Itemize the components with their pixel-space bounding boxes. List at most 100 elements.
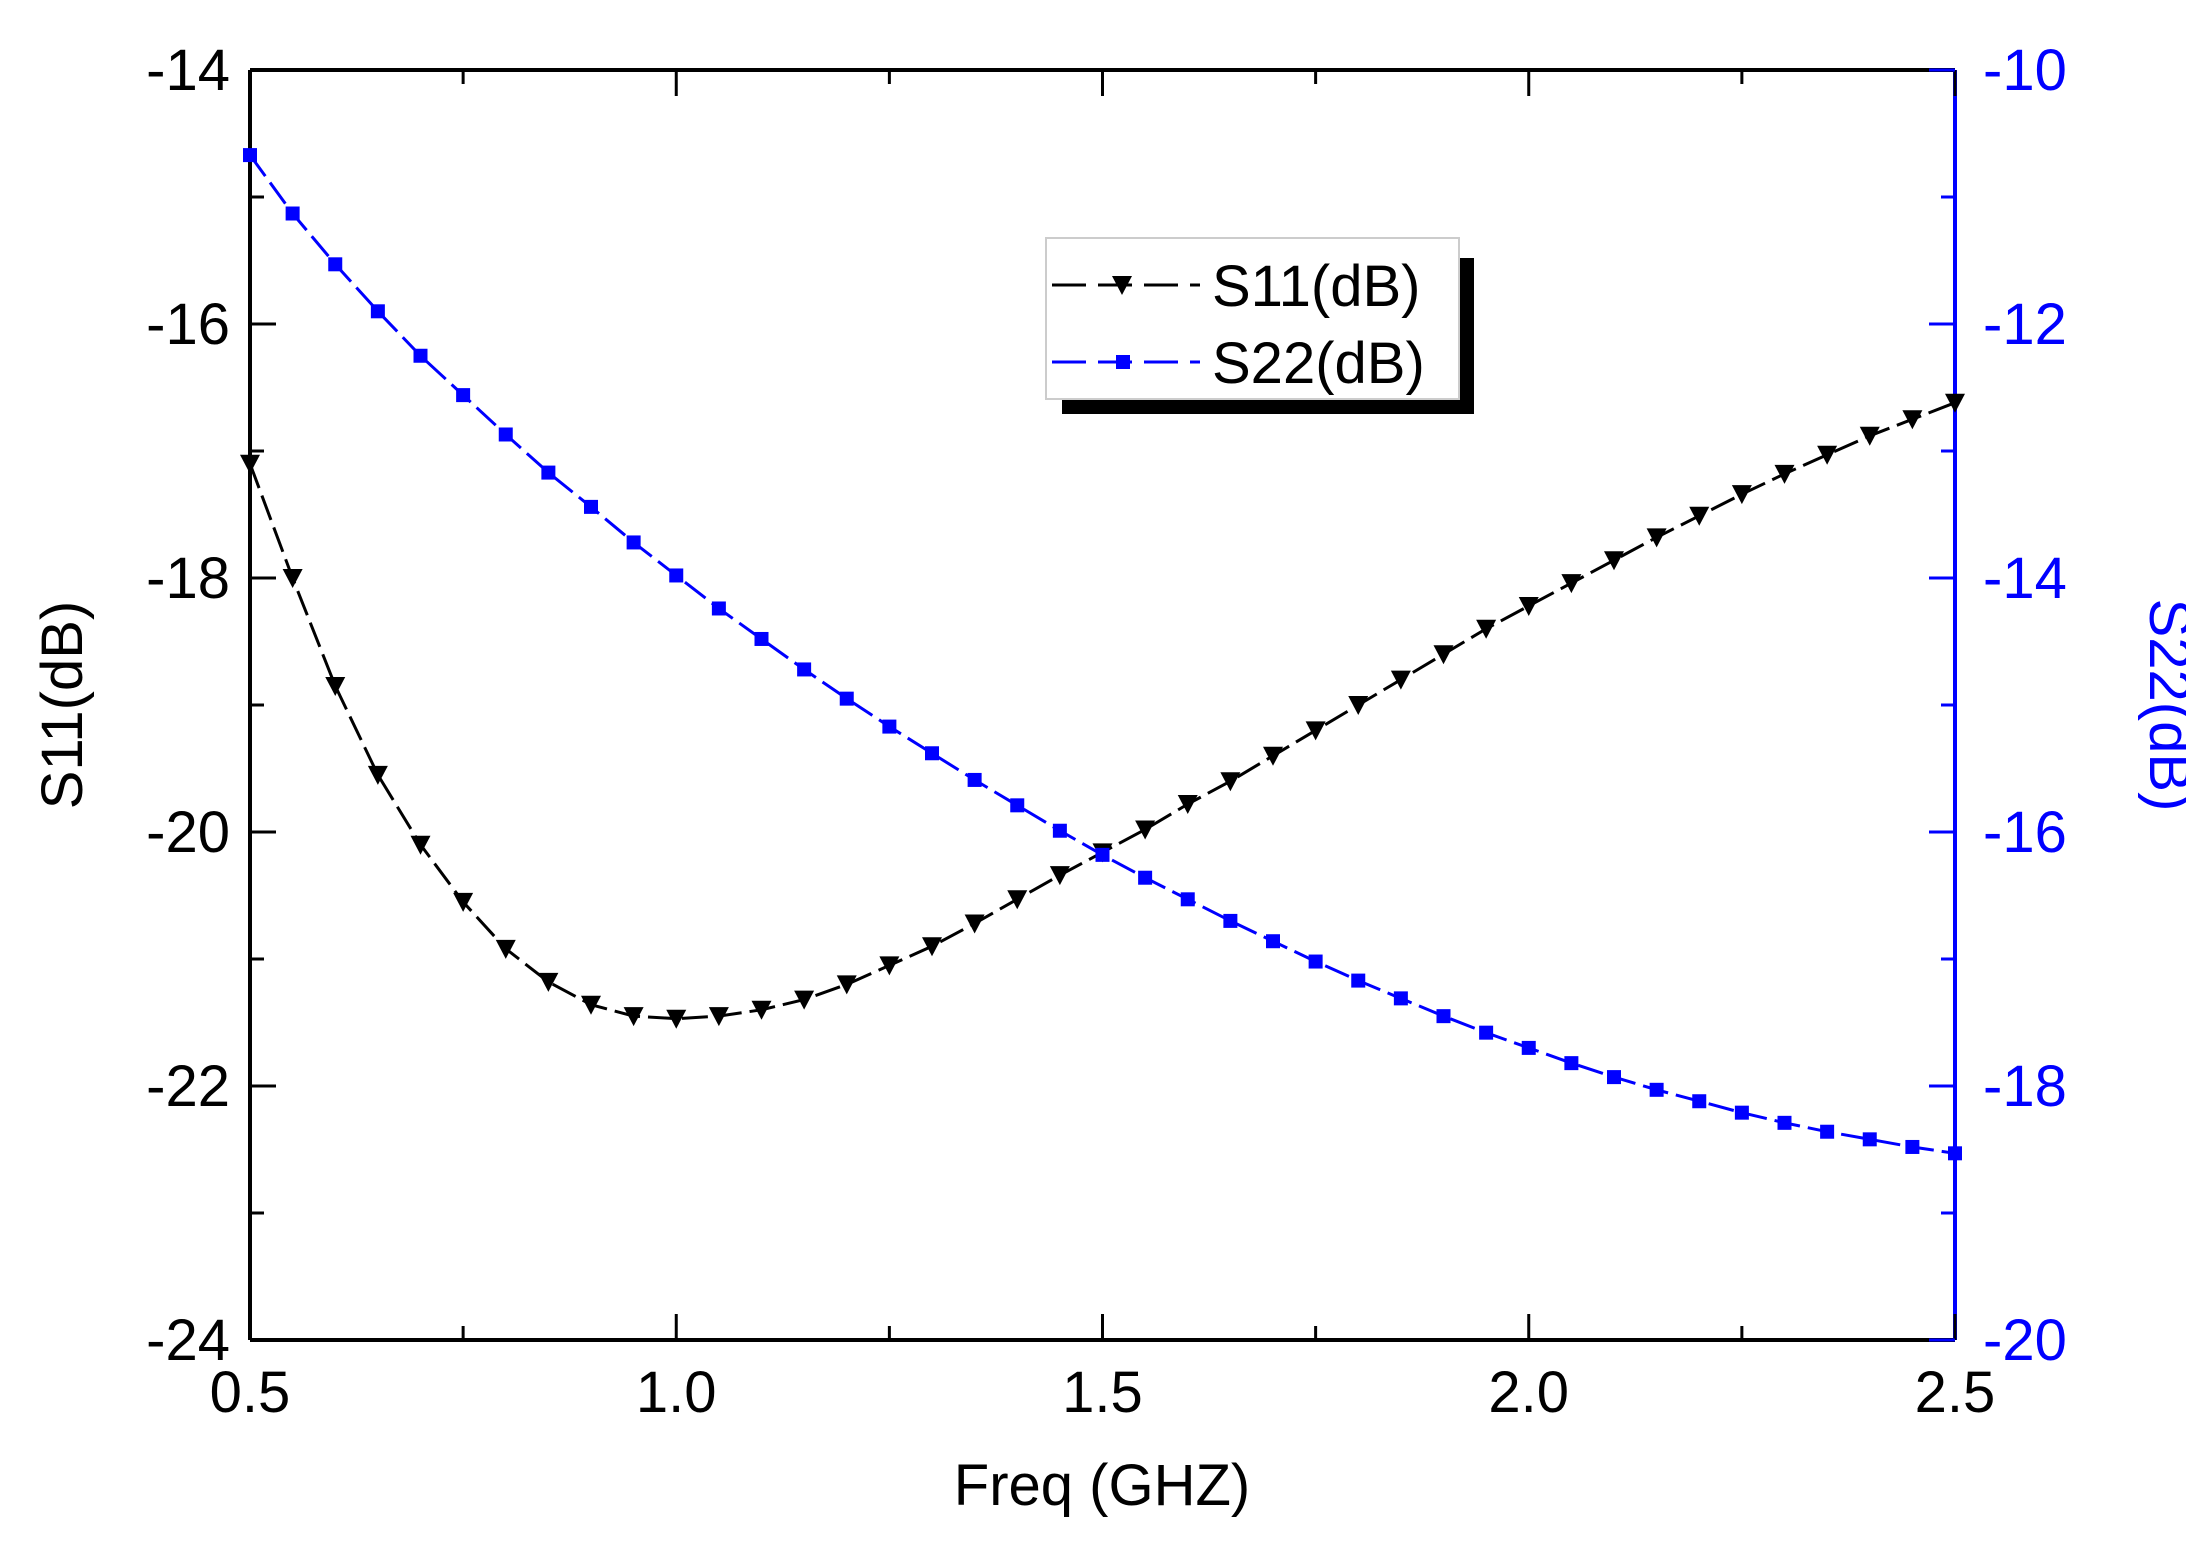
y2-tick-label: -10 (1983, 38, 2067, 103)
data-point (1649, 1082, 1664, 1097)
legend-marker-s22 (1116, 355, 1130, 369)
data-point (1223, 913, 1238, 928)
data-point (1138, 870, 1153, 885)
y2-axis-title: S22(dB) (2137, 599, 2186, 812)
data-point (1820, 1124, 1835, 1139)
x-tick-label: 1.5 (1062, 1360, 1143, 1425)
data-point (1305, 721, 1326, 741)
series-layer (240, 148, 1965, 1161)
data-point (626, 535, 641, 550)
data-point (1607, 1070, 1621, 1085)
y2-tick-label: -18 (1983, 1054, 2067, 1119)
data-point (1135, 820, 1156, 840)
y-tick-label: -20 (146, 800, 230, 865)
data-point (1049, 866, 1070, 886)
data-point (413, 348, 428, 363)
data-point (922, 937, 942, 957)
data-point (538, 972, 559, 992)
data-point (1007, 890, 1028, 910)
data-point (708, 1007, 729, 1027)
data-point (1308, 954, 1323, 969)
y2-tick-label: -12 (1983, 292, 2067, 357)
data-point (240, 454, 260, 474)
data-point (1692, 1094, 1707, 1109)
data-point (367, 765, 388, 785)
y2-tick-label: -16 (1983, 800, 2067, 865)
legend: S11(dB) S22(dB) (1045, 237, 1474, 414)
series-s22db (243, 148, 1962, 1161)
data-point (1348, 696, 1369, 715)
data-point (498, 427, 513, 442)
data-point (370, 304, 385, 319)
data-point (839, 691, 854, 706)
data-point (964, 914, 985, 934)
data-point (1220, 772, 1241, 792)
data-point (1180, 892, 1195, 907)
data-point (711, 601, 726, 616)
data-point (1177, 795, 1198, 815)
legend-marker-s11 (1112, 276, 1132, 295)
y-tick-label: -16 (146, 292, 230, 357)
data-point (325, 676, 346, 696)
data-point (1945, 393, 1965, 413)
data-point (1564, 1056, 1579, 1071)
data-point (925, 746, 939, 761)
data-point (882, 719, 897, 734)
data-point (1433, 645, 1454, 665)
data-point (1862, 1132, 1877, 1147)
ticks-layer (248, 68, 1957, 1342)
data-point (1734, 1105, 1749, 1120)
data-point (1521, 1040, 1536, 1055)
y-tick-label: -18 (146, 546, 230, 611)
data-point (1561, 574, 1582, 594)
data-point (1817, 445, 1838, 465)
data-point (1052, 823, 1067, 838)
data-point (1777, 1115, 1792, 1130)
data-point (328, 257, 343, 272)
data-point (453, 892, 474, 912)
data-point (1859, 426, 1880, 446)
data-point (1731, 485, 1752, 505)
legend-entry-s22: S22(dB) (1052, 331, 1425, 396)
data-point (1905, 1139, 1920, 1154)
y-axis-title: S11(dB) (30, 601, 95, 809)
data-point (1948, 1146, 1962, 1161)
data-point (1518, 596, 1539, 616)
series-line (248, 401, 1956, 1021)
y-tick-label: -24 (146, 1308, 230, 1373)
data-point (1476, 619, 1497, 639)
data-point (1266, 934, 1280, 949)
data-point (1393, 991, 1408, 1006)
data-point (1902, 410, 1923, 430)
y2-tick-label: -20 (1983, 1308, 2067, 1373)
data-point (1479, 1025, 1494, 1040)
data-point (1689, 506, 1710, 526)
data-point (456, 388, 471, 403)
data-point (282, 569, 303, 588)
data-point (669, 568, 684, 583)
data-point (410, 835, 431, 855)
y-tick-label: -22 (146, 1054, 230, 1119)
data-point (1604, 551, 1624, 571)
data-point (495, 939, 516, 959)
tick-labels: 0.5 1.0 1.5 2.0 2.5 -14 -16 -18 -20 -22 -24 -10 -12 -… (146, 38, 2067, 1425)
data-point (794, 990, 815, 1010)
x-tick-label: 0.5 (210, 1360, 291, 1425)
data-point (623, 1007, 644, 1027)
data-point (541, 465, 556, 480)
data-point (797, 662, 812, 677)
data-point (581, 995, 601, 1015)
series-s11db (240, 393, 1965, 1029)
x-axis-title: Freq (GHZ) (954, 1453, 1250, 1518)
data-point (836, 975, 857, 995)
x-tick-label: 2.5 (1915, 1360, 1996, 1425)
data-point (1263, 746, 1283, 766)
legend-box (1045, 237, 1460, 400)
data-point (1774, 464, 1795, 484)
data-point (967, 772, 982, 787)
legend-label-s11: S11(dB) (1212, 254, 1420, 319)
data-point (1436, 1009, 1451, 1024)
x-tick-label: 1.0 (636, 1360, 717, 1425)
data-point (751, 1000, 772, 1020)
y2-tick-label: -14 (1983, 546, 2067, 611)
